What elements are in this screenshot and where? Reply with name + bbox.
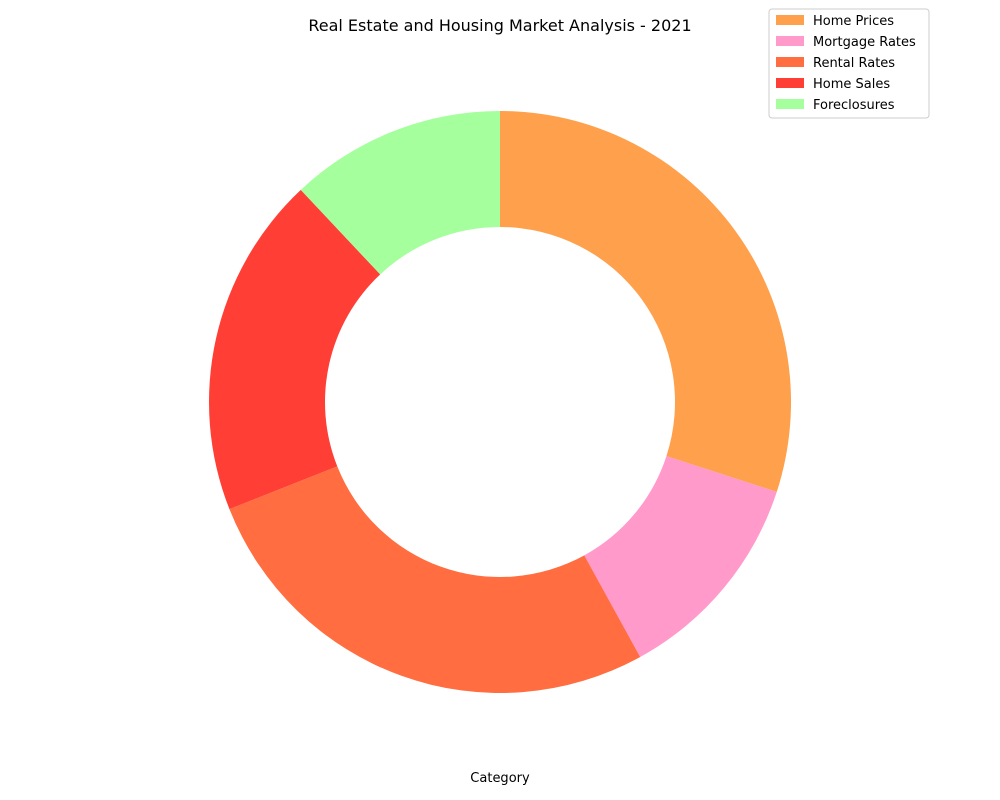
legend-swatch-mortgage-rates [776,36,804,46]
legend: Home Prices Mortgage Rates Rental Rates Hom… [768,8,930,119]
chart-title: Real Estate and Housing Market Analysis … [308,16,691,35]
slice-mortgage-rates [584,456,777,658]
legend-swatch-home-prices [776,15,804,25]
legend-swatch-rental-rates [776,57,804,67]
legend-swatch-foreclosures [776,99,804,109]
legend-label-mortgage-rates: Mortgage Rates [813,35,916,50]
donut-slices [209,111,792,693]
slice-foreclosures [300,111,500,275]
x-axis-label: Category [470,771,530,786]
slice-rental-rates [229,466,641,693]
slice-home-sales [209,189,381,510]
slice-home-prices [500,111,792,492]
legend-label-home-sales: Home Sales [813,77,890,92]
legend-label-rental-rates: Rental Rates [813,56,895,71]
legend-label-home-prices: Home Prices [813,14,894,29]
legend-label-foreclosures: Foreclosures [813,98,895,113]
legend-swatch-home-sales [776,78,804,88]
legend-frame [768,8,930,119]
